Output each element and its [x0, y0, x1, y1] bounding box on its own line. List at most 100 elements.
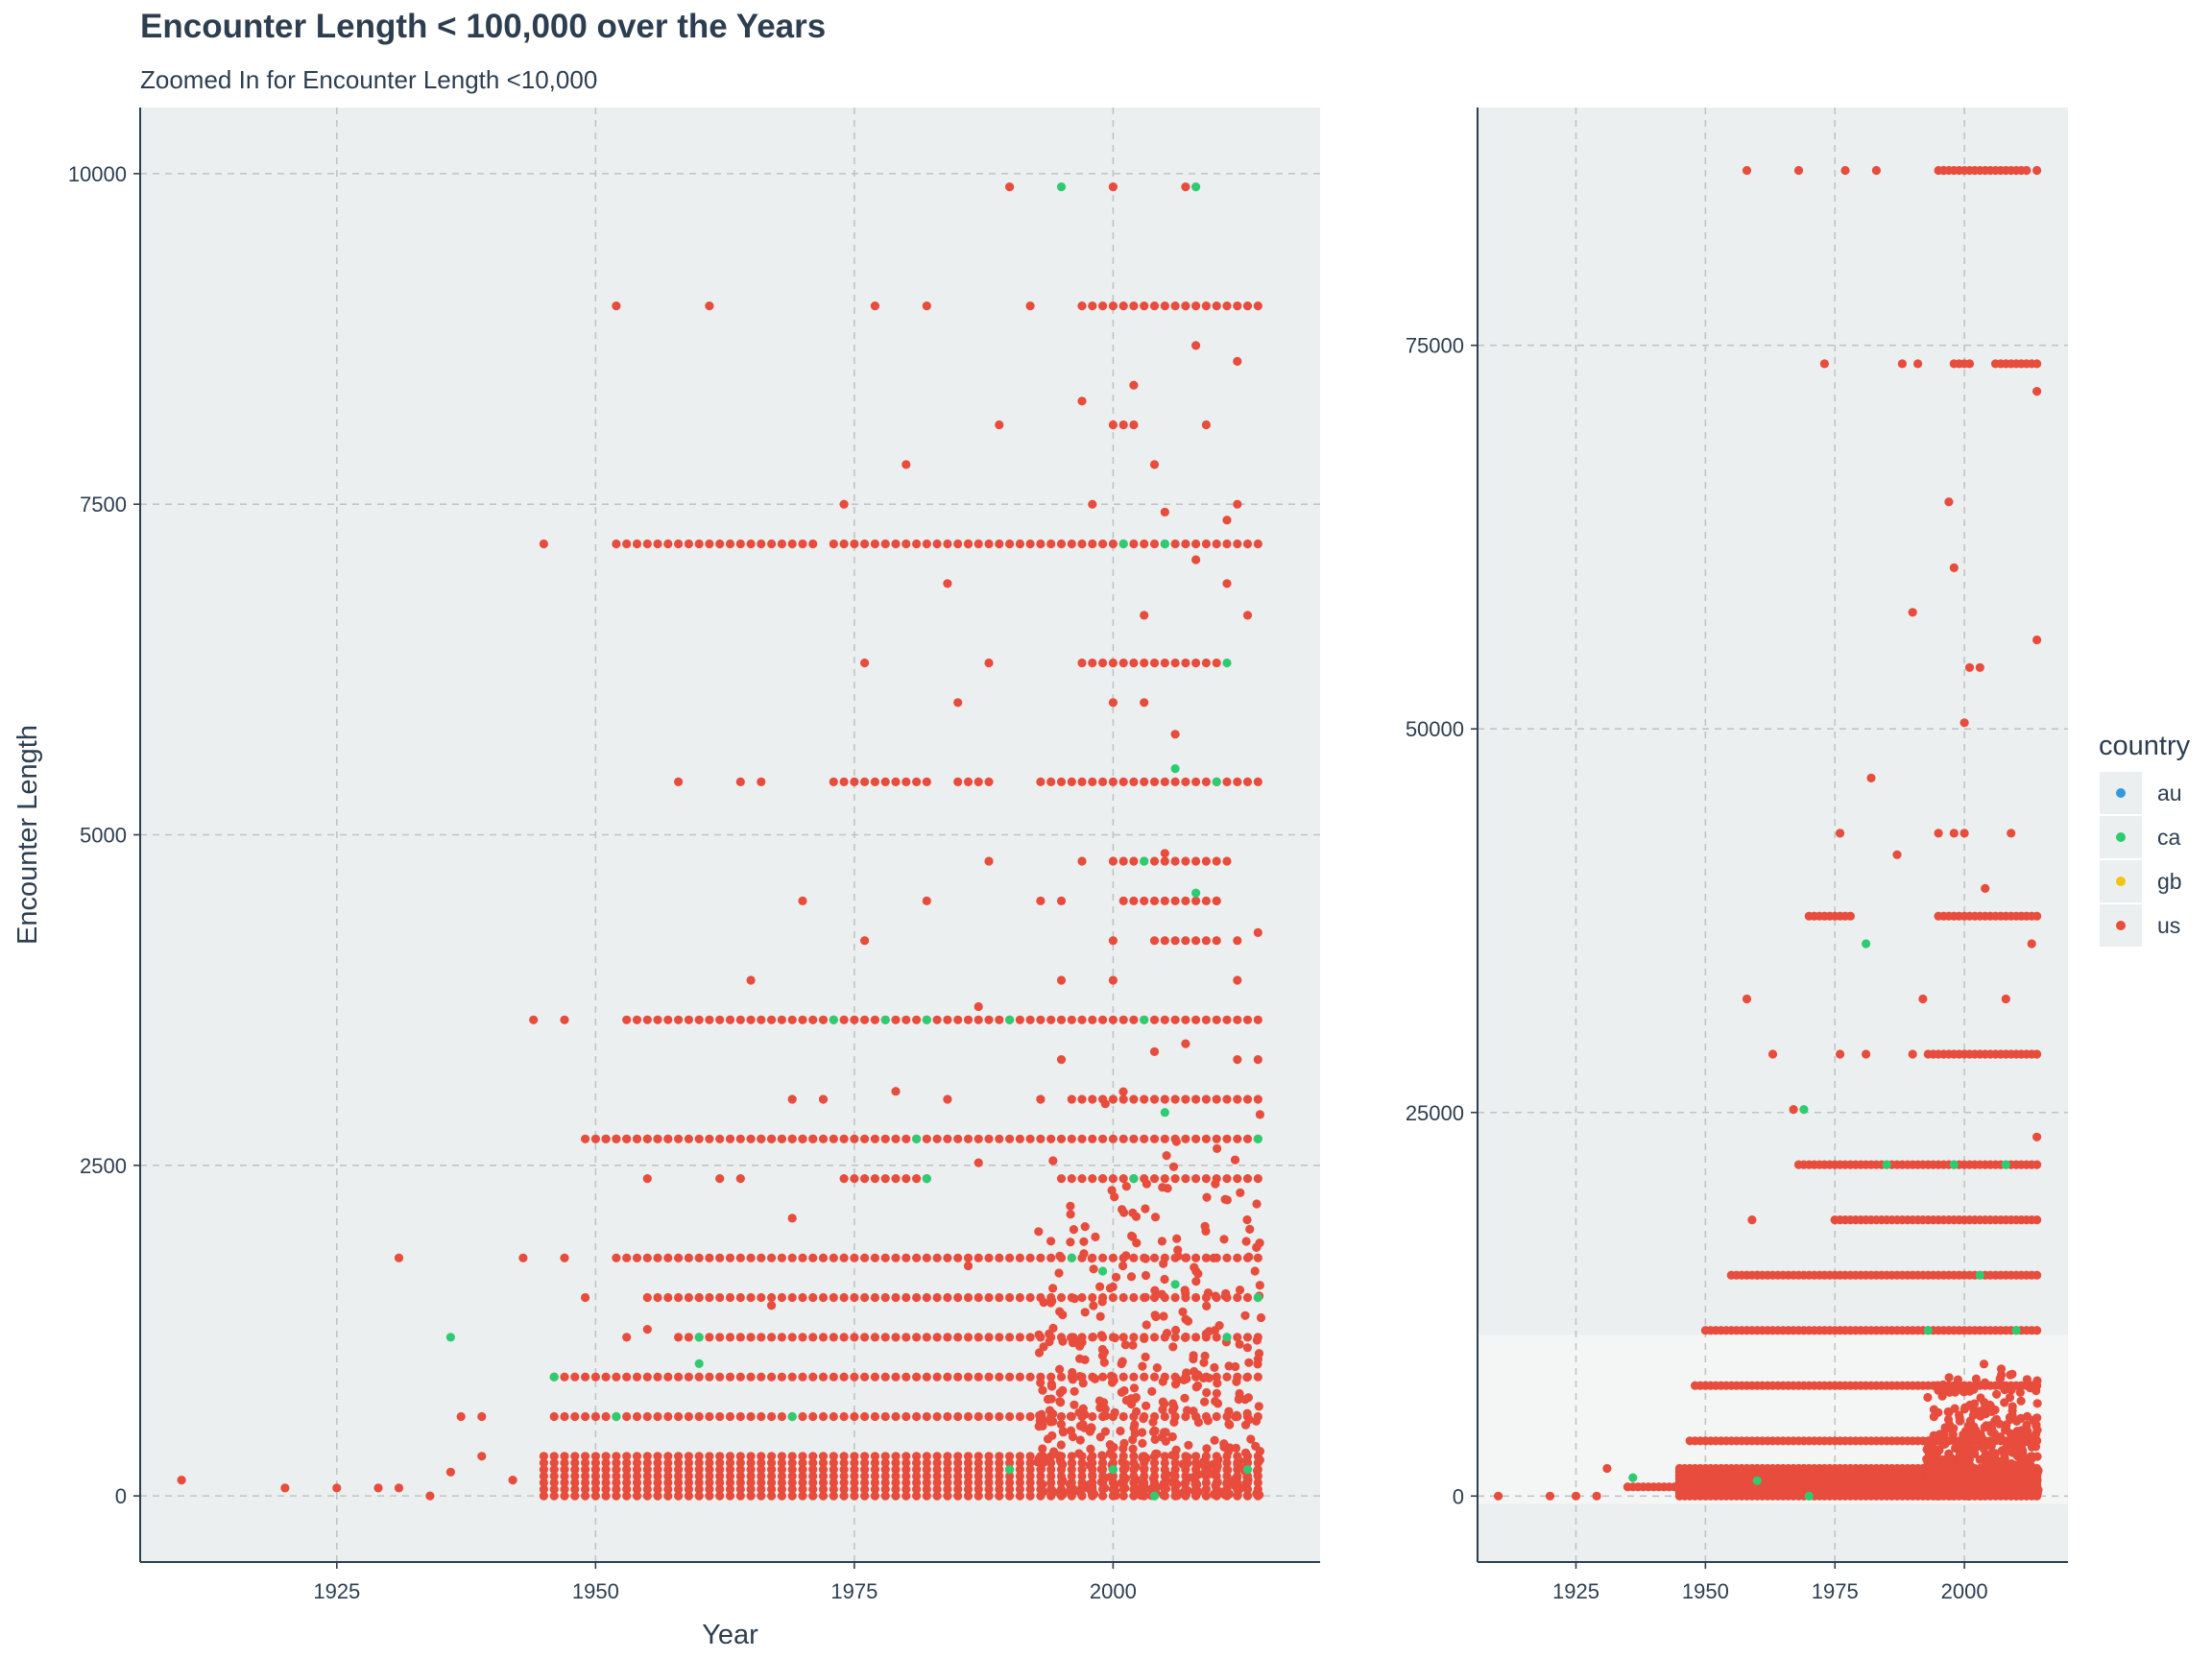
data-point-ca: [1129, 1174, 1139, 1184]
data-point-us: [777, 539, 787, 549]
data-point-us: [850, 1253, 859, 1262]
data-point-us: [1230, 1480, 1239, 1491]
data-point-us: [767, 1292, 777, 1303]
y-tick-label: 5000: [80, 824, 127, 848]
data-point-us: [560, 1491, 569, 1501]
x-tick-label: 1925: [313, 1579, 360, 1603]
data-point-us: [1048, 1156, 1058, 1166]
data-point-us: [922, 1465, 931, 1475]
data-point-us: [581, 1478, 590, 1487]
data-point-us: [943, 1478, 952, 1487]
data-point-us: [1253, 1471, 1262, 1480]
data-point-us: [1055, 1364, 1065, 1374]
data-point-us: [777, 1134, 787, 1143]
data-point-us: [787, 539, 797, 549]
data-point-ca: [880, 1015, 890, 1024]
data-point-ca: [1170, 764, 1180, 774]
data-point-us: [581, 1372, 590, 1382]
data-point-us: [612, 1452, 621, 1461]
data-point-us: [715, 1458, 725, 1468]
data-point-us: [663, 1372, 673, 1382]
data-point-us: [2007, 1385, 2016, 1395]
data-point-us: [995, 1458, 1004, 1468]
panel-2: 1925 1950 1975 2000 0 25000 50000 75000: [1406, 108, 2068, 1603]
data-point-us: [870, 1292, 880, 1303]
data-point-us: [902, 1134, 911, 1143]
data-point-us: [1236, 1188, 1245, 1197]
data-point-us: [767, 1491, 777, 1501]
data-point-us: [1170, 301, 1180, 311]
data-point-us: [943, 1465, 952, 1475]
data-point-us: [1242, 1455, 1252, 1465]
data-point-us: [984, 1015, 994, 1024]
data-point-us: [891, 1478, 901, 1487]
data-point-ca: [1923, 1326, 1933, 1335]
data-point-us: [1191, 1277, 1201, 1286]
data-point-us: [963, 1411, 974, 1422]
data-point-us: [1213, 1399, 1223, 1408]
data-point-us: [922, 301, 931, 311]
data-point-us: [1222, 1253, 1232, 1262]
data-point-us: [1170, 777, 1180, 787]
data-point-us: [1056, 1440, 1066, 1450]
data-point-us: [642, 1174, 652, 1184]
data-point-us: [674, 1333, 684, 1342]
data-point-us: [1981, 883, 1990, 894]
data-point-us: [1242, 1292, 1253, 1303]
data-point-us: [1188, 1473, 1197, 1482]
data-point-us: [1015, 1372, 1024, 1382]
data-point-us: [818, 1094, 829, 1104]
data-point-us: [1035, 1420, 1045, 1430]
data-point-us: [1140, 896, 1149, 906]
data-point-us: [963, 777, 974, 787]
data-point-us: [798, 1452, 807, 1461]
data-point-us: [1960, 829, 1969, 838]
data-point-us: [642, 1411, 652, 1422]
data-point-us: [1091, 1232, 1100, 1241]
data-point-us: [622, 1372, 632, 1382]
data-point-us: [1151, 1449, 1161, 1458]
data-point-us: [725, 539, 735, 549]
data-point-us: [943, 1333, 952, 1342]
data-point-us: [1036, 1471, 1046, 1481]
data-point-us: [1058, 1428, 1069, 1437]
data-point-us: [663, 1458, 673, 1468]
data-point-us: [880, 777, 890, 787]
data-point-us: [1219, 1487, 1229, 1497]
chart-title: Encounter Length < 100,000 over the Year…: [140, 8, 827, 45]
data-point-us: [798, 1478, 807, 1487]
data-point-us: [1191, 1094, 1201, 1104]
data-point-us: [984, 1253, 994, 1262]
data-point-us: [560, 1253, 569, 1262]
data-point-us: [943, 1094, 952, 1104]
data-point-us: [953, 1333, 963, 1342]
data-point-us: [1189, 1407, 1198, 1416]
data-point-us: [1079, 1237, 1089, 1246]
data-point-us: [1253, 539, 1262, 549]
data-point-us: [1097, 1351, 1108, 1360]
data-point-us: [1025, 1491, 1035, 1501]
data-point-us: [1172, 1234, 1182, 1243]
data-point-us: [902, 1478, 911, 1487]
data-point-us: [922, 1471, 931, 1481]
data-point-us: [1138, 1438, 1147, 1448]
data-point-us: [1044, 1456, 1053, 1466]
data-point-us: [735, 1484, 745, 1494]
data-point-us: [953, 1292, 963, 1303]
data-point-us: [653, 1458, 662, 1468]
data-point-us: [1108, 698, 1118, 708]
data-point-us: [2032, 387, 2042, 397]
data-point-us: [612, 301, 621, 311]
data-point-us: [757, 1458, 766, 1468]
data-point-us: [622, 1253, 632, 1262]
data-point-us: [1969, 1422, 1979, 1431]
data-point-us: [1129, 658, 1139, 668]
data-point-us: [1969, 1384, 1979, 1394]
data-point-us: [1752, 1270, 1762, 1280]
data-point-us: [1121, 1251, 1131, 1261]
data-point-ca: [787, 1411, 797, 1422]
data-point-us: [932, 1134, 942, 1143]
data-point-us: [1242, 1094, 1253, 1104]
data-point-us: [1132, 1407, 1142, 1416]
